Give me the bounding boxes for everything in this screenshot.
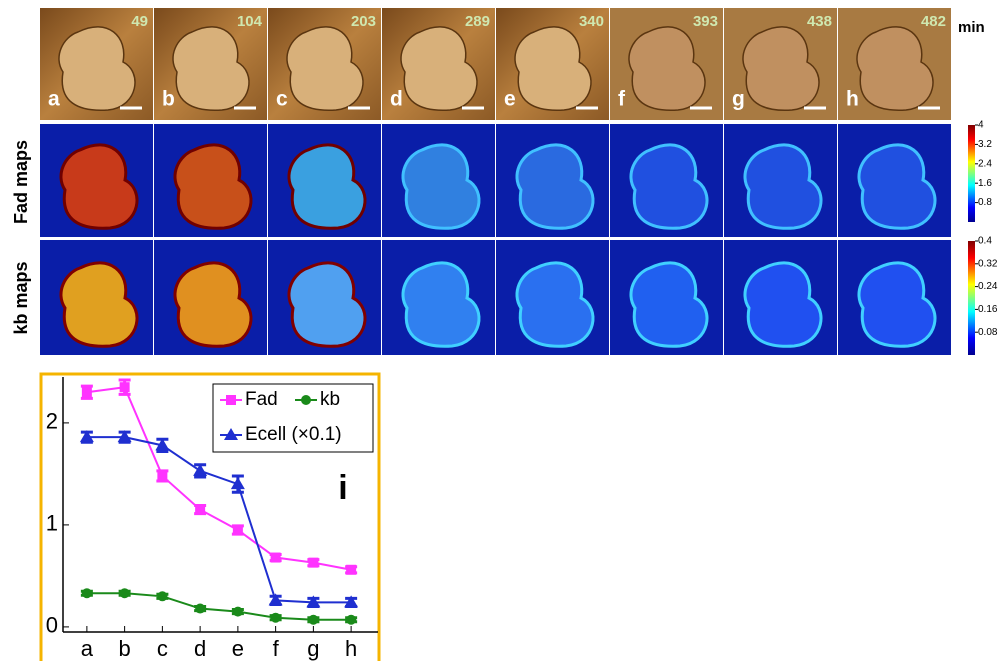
x-tick-label: d [194, 636, 206, 661]
data-point [82, 588, 92, 598]
colorbar-label: 0.24 [978, 281, 998, 292]
figure: a49b104c203d289e340f393g438h482minFad ma… [0, 0, 1006, 661]
colorbar-label: 0.32 [978, 258, 998, 269]
data-point [157, 591, 167, 601]
time-label: 393 [693, 13, 718, 30]
colorbar-label: 4 [978, 120, 984, 131]
row-label: kb maps [11, 261, 31, 334]
data-point [271, 553, 281, 563]
panel-letter: h [846, 88, 859, 111]
panel-letter: e [504, 88, 516, 111]
legend-label: Ecell (×0.1) [245, 424, 342, 445]
panel-label: i [338, 469, 347, 507]
time-label: 340 [579, 13, 604, 30]
data-point [233, 607, 243, 617]
x-tick-label: c [157, 636, 168, 661]
x-tick-label: f [273, 636, 280, 661]
data-point [120, 588, 130, 598]
colorbar-label: 0.08 [978, 327, 998, 338]
colorbar-label: 2.4 [978, 158, 992, 169]
colorbar-label: 1.6 [978, 178, 992, 189]
data-point [308, 615, 318, 625]
panel-letter: d [390, 88, 403, 111]
row-label: Fad maps [11, 140, 31, 224]
data-point [308, 558, 318, 568]
panel-letter: b [162, 88, 175, 111]
legend-marker [301, 395, 311, 405]
time-label: 289 [465, 13, 490, 30]
colorbar-label: 0.16 [978, 304, 998, 315]
time-label: 203 [351, 13, 376, 30]
colorbar-label: 0.8 [978, 197, 992, 208]
time-label: 438 [807, 13, 832, 30]
data-point [157, 471, 167, 481]
y-tick-label: 1 [46, 511, 58, 536]
x-tick-label: g [307, 636, 319, 661]
x-tick-label: a [81, 636, 94, 661]
legend-marker [226, 395, 236, 405]
legend-label: Fad [245, 389, 278, 410]
x-tick-label: b [119, 636, 131, 661]
colorbar-label: 3.2 [978, 139, 992, 150]
x-tick-label: h [345, 636, 357, 661]
time-label: 104 [237, 13, 263, 30]
colorbar [968, 241, 975, 355]
data-point [346, 615, 356, 625]
time-label: 482 [921, 13, 946, 30]
panel-letter: g [732, 88, 745, 111]
data-point [346, 565, 356, 575]
panel-letter: a [48, 88, 60, 111]
panel-letter: f [618, 88, 626, 111]
time-unit: min [958, 19, 985, 36]
colorbar-label: 0.4 [978, 236, 992, 247]
data-point [233, 525, 243, 535]
y-tick-label: 0 [46, 613, 58, 638]
data-point [195, 505, 205, 515]
data-point [82, 387, 92, 397]
data-point [195, 604, 205, 614]
y-tick-label: 2 [46, 409, 58, 434]
data-point [271, 613, 281, 623]
panel-letter: c [276, 88, 288, 111]
time-label: 49 [131, 13, 148, 30]
legend-label: kb [320, 389, 340, 410]
data-point [120, 382, 130, 392]
x-tick-label: e [232, 636, 244, 661]
colorbar [968, 125, 975, 222]
